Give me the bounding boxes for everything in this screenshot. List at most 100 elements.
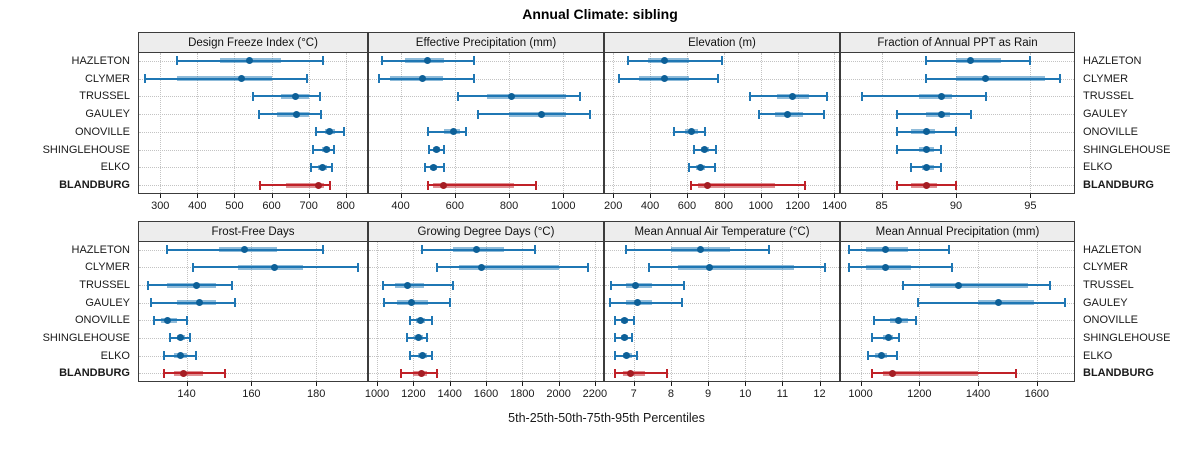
percentile-cap-5th (146, 280, 149, 290)
percentile-iqr-bar (509, 111, 566, 117)
percentile-iqr-bar (929, 282, 1028, 288)
percentile-cap-5th (309, 162, 312, 172)
axis-tick-label: 85 (875, 200, 888, 212)
percentile-cap-95th (915, 315, 918, 325)
gridline-vertical (881, 53, 883, 193)
panel-plot (138, 241, 368, 382)
percentile-cap-95th (969, 109, 972, 119)
axis-tick-label: 11 (776, 388, 789, 400)
percentile-cap-95th (188, 333, 191, 343)
panel-title: Mean Annual Precipitation (mm) (875, 225, 1040, 238)
percentile-cap-95th (305, 74, 308, 84)
percentile-cap-95th (431, 351, 434, 361)
axis-tick (834, 194, 836, 198)
percentile-cap-5th (252, 91, 254, 101)
percentile-cap-95th (195, 351, 198, 361)
row-label-right: ELKO (1083, 349, 1113, 362)
axis-tick-label: 90 (949, 200, 963, 212)
panel-plot (368, 52, 604, 194)
percentile-cap-95th (721, 56, 723, 66)
axis-tick-label: 1600 (1024, 388, 1050, 400)
percentile-cap-95th (448, 298, 451, 308)
row-label-left: SHINGLEHOUSE (42, 143, 130, 156)
panel-title: Design Freeze Index (°C) (188, 36, 318, 49)
axis-tick (316, 382, 318, 386)
percentile-iqr-bar (918, 93, 952, 99)
row-label-left: GAULEY (85, 108, 130, 121)
gridline-vertical (454, 53, 456, 193)
percentile-cap-5th (687, 162, 690, 172)
gridline-vertical (686, 53, 688, 193)
gridline-horizontal (139, 320, 367, 322)
row-label-left: ONOVILLE (74, 314, 130, 327)
median-dot (788, 92, 796, 100)
percentile-cap-5th (428, 145, 431, 155)
axis-tick-label: 140 (177, 388, 196, 400)
percentile-cap-5th (610, 280, 613, 290)
gridline-vertical (377, 242, 379, 381)
row-label-left: SHINGLEHOUSE (42, 331, 130, 344)
gridline-vertical (978, 242, 980, 381)
gridline-vertical (400, 53, 402, 193)
row-label-left: HAZLETON (71, 243, 130, 256)
median-dot (703, 181, 711, 189)
percentile-iqr-bar (622, 370, 645, 376)
gridline-vertical (449, 242, 451, 381)
percentile-cap-5th (162, 351, 165, 361)
panel-header: Mean Annual Precipitation (mm) (840, 221, 1075, 241)
axis-tick-label: 7 (630, 388, 637, 400)
percentile-cap-95th (826, 91, 829, 101)
gridline-horizontal (841, 337, 1074, 339)
panel-plot (604, 52, 840, 194)
axis-tick (234, 194, 236, 198)
axis-tick-label: 2000 (546, 388, 571, 400)
percentile-cap-5th (312, 145, 315, 155)
median-dot (432, 146, 440, 154)
percentile-cap-95th (332, 145, 335, 155)
percentile-iqr-bar (176, 76, 272, 82)
percentile-cap-95th (319, 109, 322, 119)
percentile-cap-5th (144, 74, 147, 84)
gridline-vertical (271, 53, 273, 193)
axis-tick (745, 382, 747, 386)
gridline-horizontal (841, 267, 1074, 269)
percentile-cap-5th (626, 56, 629, 66)
gridline-horizontal (139, 355, 367, 357)
axis-tick-label: 180 (306, 388, 326, 400)
axis-tick-label: 160 (242, 388, 261, 400)
gridline-horizontal (369, 302, 603, 304)
percentile-cap-5th (925, 74, 928, 84)
median-dot (418, 369, 426, 377)
median-dot (415, 334, 423, 342)
axis-tick (377, 382, 379, 386)
median-dot (632, 281, 640, 289)
axis-tick (760, 194, 762, 198)
axis-tick-label: 1200 (401, 388, 426, 400)
percentile-cap-95th (534, 245, 536, 255)
row-label-left: TRUSSEL (79, 90, 130, 103)
gridline-horizontal (369, 355, 603, 357)
median-dot (473, 246, 481, 254)
axis-tick (1030, 194, 1032, 198)
axis-tick (723, 194, 725, 198)
gridline-horizontal (605, 149, 839, 151)
row-label-right: HAZLETON (1083, 54, 1142, 67)
percentile-cap-95th (984, 91, 987, 101)
gridline-horizontal (369, 78, 603, 80)
percentile-cap-95th (321, 245, 324, 255)
axis-tick (978, 382, 980, 386)
gridline-horizontal (369, 285, 603, 287)
percentile-cap-95th (464, 127, 467, 137)
percentile-cap-95th (768, 245, 771, 255)
axis-tick (522, 382, 524, 386)
median-dot (408, 299, 416, 307)
axis-tick (486, 382, 487, 386)
axis-tick (308, 194, 310, 198)
percentile-cap-5th (377, 74, 380, 84)
row-label-right: ELKO (1083, 161, 1113, 174)
median-dot (697, 163, 705, 171)
percentile-cap-95th (578, 91, 581, 101)
percentile-cap-5th (895, 127, 898, 137)
median-dot (293, 110, 301, 118)
